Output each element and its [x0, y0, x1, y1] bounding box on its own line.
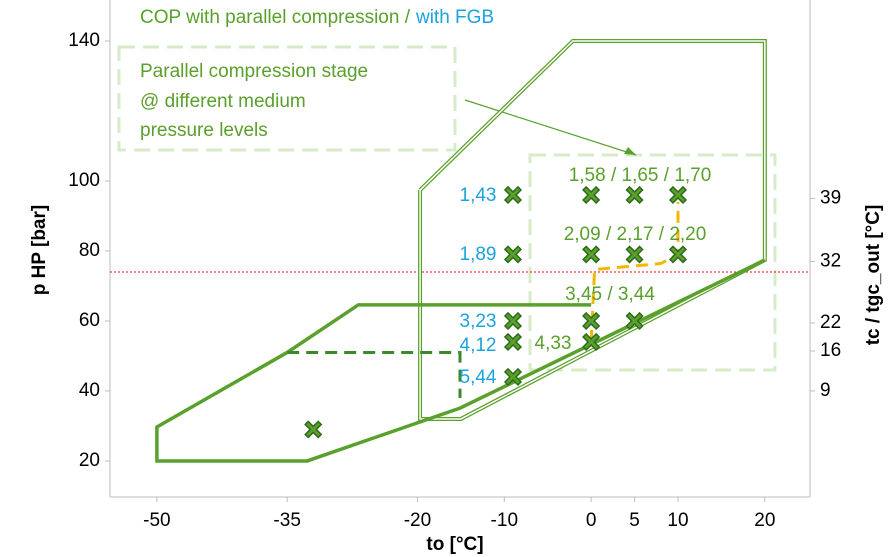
y2-tick-label: 16 — [820, 340, 841, 361]
y-tick-label: 80 — [79, 240, 100, 261]
marker — [582, 185, 601, 205]
annotation: 1,89 — [460, 244, 497, 265]
y-tick-label: 100 — [68, 170, 100, 191]
marker — [668, 245, 688, 264]
x-tick-label: 20 — [754, 510, 775, 531]
marker — [503, 367, 523, 387]
title: COP with parallel compression / with FGB — [140, 7, 494, 28]
y2-tick-label: 22 — [820, 312, 841, 333]
y-tick-label: 40 — [79, 380, 100, 401]
annotation: 1,43 — [460, 185, 497, 206]
x-tick-label: -10 — [491, 510, 518, 531]
marker — [503, 332, 523, 352]
points-box — [528, 153, 777, 372]
marker — [625, 245, 644, 264]
box-text: Parallel compression stage — [140, 61, 368, 82]
y2-tick-label: 39 — [820, 187, 841, 208]
text-box — [117, 45, 457, 152]
y2-tick-label: 9 — [820, 380, 831, 401]
y-tick-label: 140 — [68, 30, 100, 51]
x-tick-label: 0 — [586, 510, 597, 531]
marker — [503, 311, 523, 331]
y-tick-label: 20 — [79, 450, 100, 471]
x-tick-label: -20 — [404, 510, 431, 531]
marker — [582, 332, 601, 352]
marker — [668, 185, 688, 205]
x-tick-label: -35 — [273, 510, 300, 531]
y-tick-label: 60 — [79, 310, 100, 331]
annotation: 1,58 / 1,65 / 1,70 — [569, 165, 712, 186]
annotation: 4,12 — [460, 335, 497, 356]
y-axis-label: p HP [bar] — [29, 205, 50, 295]
y2-axis-label: tc / tgc_out [°C] — [863, 205, 884, 346]
title-part: with FGB — [415, 7, 494, 28]
marker — [503, 185, 523, 205]
annotation: 4,33 — [535, 333, 572, 354]
marker — [582, 311, 601, 331]
dashed-line — [589, 201, 680, 343]
y2-tick-label: 32 — [820, 250, 841, 271]
arrow-head — [624, 147, 636, 155]
marker — [304, 420, 323, 439]
title-part: COP with parallel compression / — [140, 7, 411, 28]
marker — [625, 311, 644, 331]
x-axis-label: to [°C] — [426, 534, 483, 555]
annotation: 3,23 — [460, 311, 497, 332]
annotation: 5,44 — [460, 367, 497, 388]
x-tick-label: 5 — [629, 510, 640, 531]
marker — [625, 185, 644, 205]
annotation: 2,09 / 2,17 / 2,20 — [564, 224, 707, 245]
x-tick-label: -50 — [143, 510, 170, 531]
annotation: 3,45 / 3,44 — [565, 284, 655, 305]
dashed-line — [287, 350, 462, 398]
box-text: @ different medium — [140, 91, 306, 112]
marker — [503, 245, 523, 264]
x-tick-label: 10 — [667, 510, 688, 531]
envelope — [155, 258, 766, 463]
arrow — [464, 99, 637, 156]
box-text: pressure levels — [140, 120, 268, 141]
marker — [582, 245, 601, 264]
